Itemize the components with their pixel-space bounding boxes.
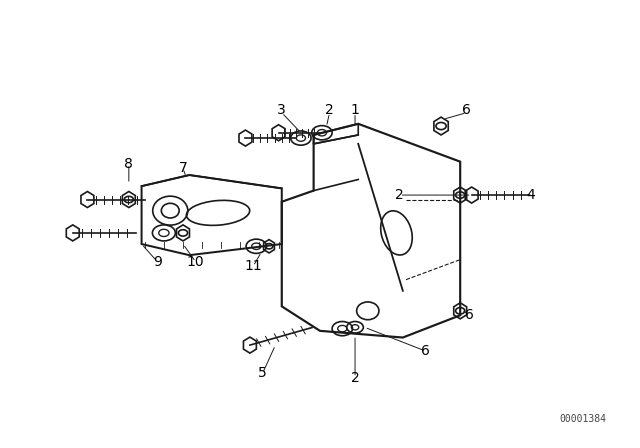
Text: 3: 3 (277, 103, 286, 117)
Text: 1: 1 (351, 103, 360, 117)
Text: 2: 2 (396, 188, 404, 202)
Text: 8: 8 (124, 157, 133, 171)
Text: 5: 5 (259, 366, 267, 380)
Text: 6: 6 (465, 308, 474, 322)
Text: 2: 2 (325, 103, 334, 117)
Text: 4: 4 (526, 188, 534, 202)
Text: 7: 7 (179, 161, 188, 175)
Text: 9: 9 (153, 255, 162, 269)
Text: 6: 6 (462, 103, 471, 117)
Text: 10: 10 (187, 255, 205, 269)
Text: 11: 11 (244, 259, 262, 273)
Text: 00001384: 00001384 (560, 414, 607, 424)
Text: 6: 6 (420, 344, 429, 358)
Text: 2: 2 (351, 370, 360, 384)
